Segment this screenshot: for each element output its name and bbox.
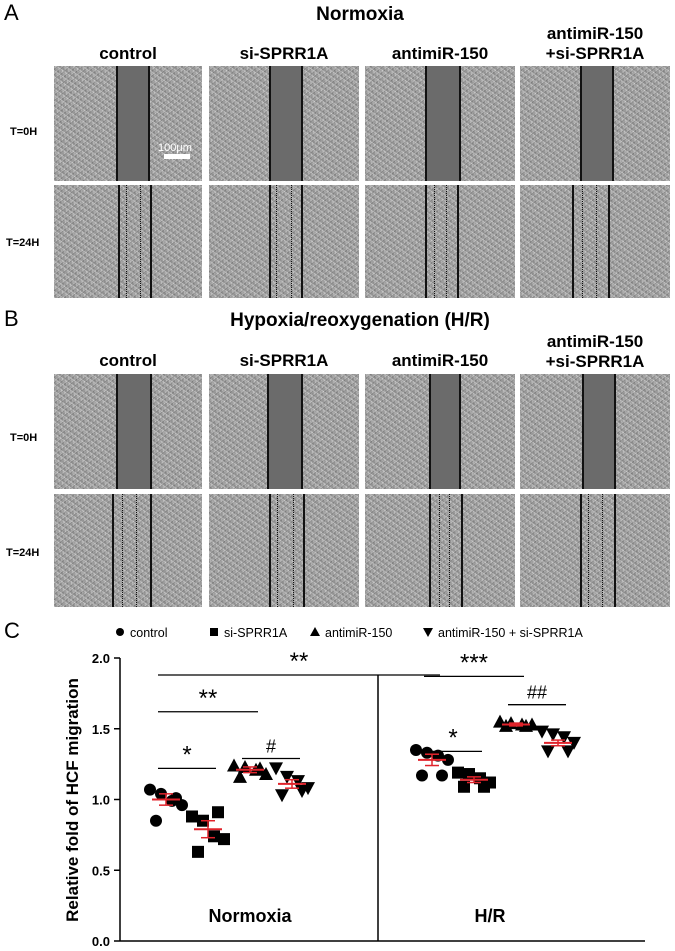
panel-a-col-combo: antimiR-150 +si-SPRR1A	[545, 24, 645, 63]
group-label-hr: H/R	[475, 906, 506, 926]
scale-bar	[164, 154, 190, 159]
data-point-circle	[436, 769, 448, 782]
data-point-square	[463, 768, 475, 781]
y-tick-label: 2.0	[92, 651, 110, 666]
data-point-triangle-up	[227, 758, 241, 772]
micrograph-normoxia-si-t0	[209, 66, 359, 181]
data-point-triangle-down	[291, 775, 305, 789]
micrograph-normoxia-combo-t0	[520, 66, 670, 181]
panel-a-col-si: si-SPRR1A	[239, 44, 329, 63]
y-tick-label: 1.0	[92, 793, 110, 808]
legend-label: control	[130, 626, 168, 640]
micrograph-hr-antimir-t24	[365, 494, 515, 607]
panel-c-letter: C	[4, 618, 20, 643]
panel-b-row-t24: T=24H	[6, 547, 40, 559]
migration-chart: 0.0 0.5 1.0 1.5 2.0 Relative fold of HCF migr…	[63, 626, 645, 949]
panel-b-title: Hypoxia/reoxygenation (H/R)	[230, 310, 490, 331]
scale-bar-label: 100μm	[158, 142, 192, 154]
legend-marker-triangle-up	[310, 627, 320, 636]
data-point-circle	[416, 769, 428, 782]
micrograph-hr-combo-t24	[520, 494, 670, 607]
legend-label: antimiR-150 + si-SPRR1A	[438, 626, 584, 640]
data-point-triangle-up	[233, 769, 247, 783]
micrograph-normoxia-control-t24	[54, 185, 202, 298]
panel-a-col-antimir: antimiR-150	[391, 44, 489, 63]
data-point-circle	[432, 749, 444, 762]
micrograph-normoxia-antimir-t24	[365, 185, 515, 298]
panel-b-col-antimir: antimiR-150	[391, 351, 489, 370]
data-point-circle	[442, 753, 454, 766]
data-point-triangle-down	[541, 745, 555, 759]
y-tick-label: 0.5	[92, 863, 110, 878]
data-point-triangle-down	[546, 728, 560, 742]
data-point-square	[186, 810, 198, 823]
panel-a-letter: A	[4, 0, 19, 25]
panel-b-letter: B	[4, 306, 19, 331]
panel-a-title: Normoxia	[316, 4, 404, 25]
data-point-circle	[170, 792, 182, 805]
data-point-square	[208, 830, 220, 843]
micrograph-normoxia-control-t0: 100μm	[54, 66, 202, 181]
panel-a-row-t0: T=0H	[10, 126, 38, 138]
data-point-triangle-down	[561, 745, 575, 759]
legend-marker-square	[210, 628, 218, 636]
data-point-triangle-down	[535, 725, 549, 739]
data-point-triangle-down	[567, 736, 581, 750]
data-point-triangle-down	[275, 789, 289, 803]
micrograph-hr-control-t24	[54, 494, 202, 607]
panel-b-row-t0: T=0H	[10, 432, 38, 444]
significance-label: ##	[527, 683, 547, 703]
micrograph-normoxia-antimir-t0	[365, 66, 515, 181]
micrograph-hr-antimir-t0	[365, 374, 515, 489]
y-axis-label: Relative fold of HCF migration	[63, 678, 82, 922]
panel-b-col-combo: antimiR-150 +si-SPRR1A	[545, 332, 645, 371]
micrograph-normoxia-si-t24	[209, 185, 359, 298]
data-point-triangle-down	[269, 762, 283, 776]
significance-label: *	[182, 741, 191, 768]
significance-label: *	[448, 724, 457, 751]
panel-a-col-control: control	[99, 44, 157, 63]
micrograph-hr-si-t24	[209, 494, 359, 607]
significance-label: #	[266, 736, 276, 756]
y-tick-label: 1.5	[92, 722, 110, 737]
significance-label: **	[290, 648, 309, 675]
micrograph-hr-combo-t0	[520, 374, 670, 489]
data-point-circle	[410, 743, 422, 756]
significance-label: **	[199, 685, 218, 712]
legend-label: antimiR-150	[325, 626, 392, 640]
legend-marker-triangle-down	[423, 628, 433, 637]
panel-b-col-si: si-SPRR1A	[239, 351, 329, 370]
y-tick-label: 0.0	[92, 934, 110, 949]
data-point-circle	[150, 814, 162, 827]
data-point-triangle-up	[253, 761, 267, 775]
legend-marker-circle	[116, 628, 124, 636]
data-point-triangle-down	[280, 770, 294, 784]
data-point-circle	[421, 746, 433, 759]
data-point-square	[452, 766, 464, 779]
micrograph-normoxia-combo-t24	[520, 185, 670, 298]
significance-label: ***	[460, 649, 488, 676]
data-point-square	[192, 845, 204, 858]
micrograph-hr-control-t0	[54, 374, 202, 489]
legend-label: si-SPRR1A	[224, 626, 288, 640]
data-point-square	[212, 806, 224, 819]
data-point-triangle-down	[557, 731, 571, 745]
data-point-square	[478, 780, 490, 793]
panel-b-col-control: control	[99, 351, 157, 370]
micrograph-hr-si-t0	[209, 374, 359, 489]
data-point-circle	[144, 783, 156, 796]
data-point-square	[458, 780, 470, 793]
data-point-square	[218, 833, 230, 846]
group-label-normoxia: Normoxia	[208, 906, 292, 926]
panel-a-row-t24: T=24H	[6, 237, 40, 249]
